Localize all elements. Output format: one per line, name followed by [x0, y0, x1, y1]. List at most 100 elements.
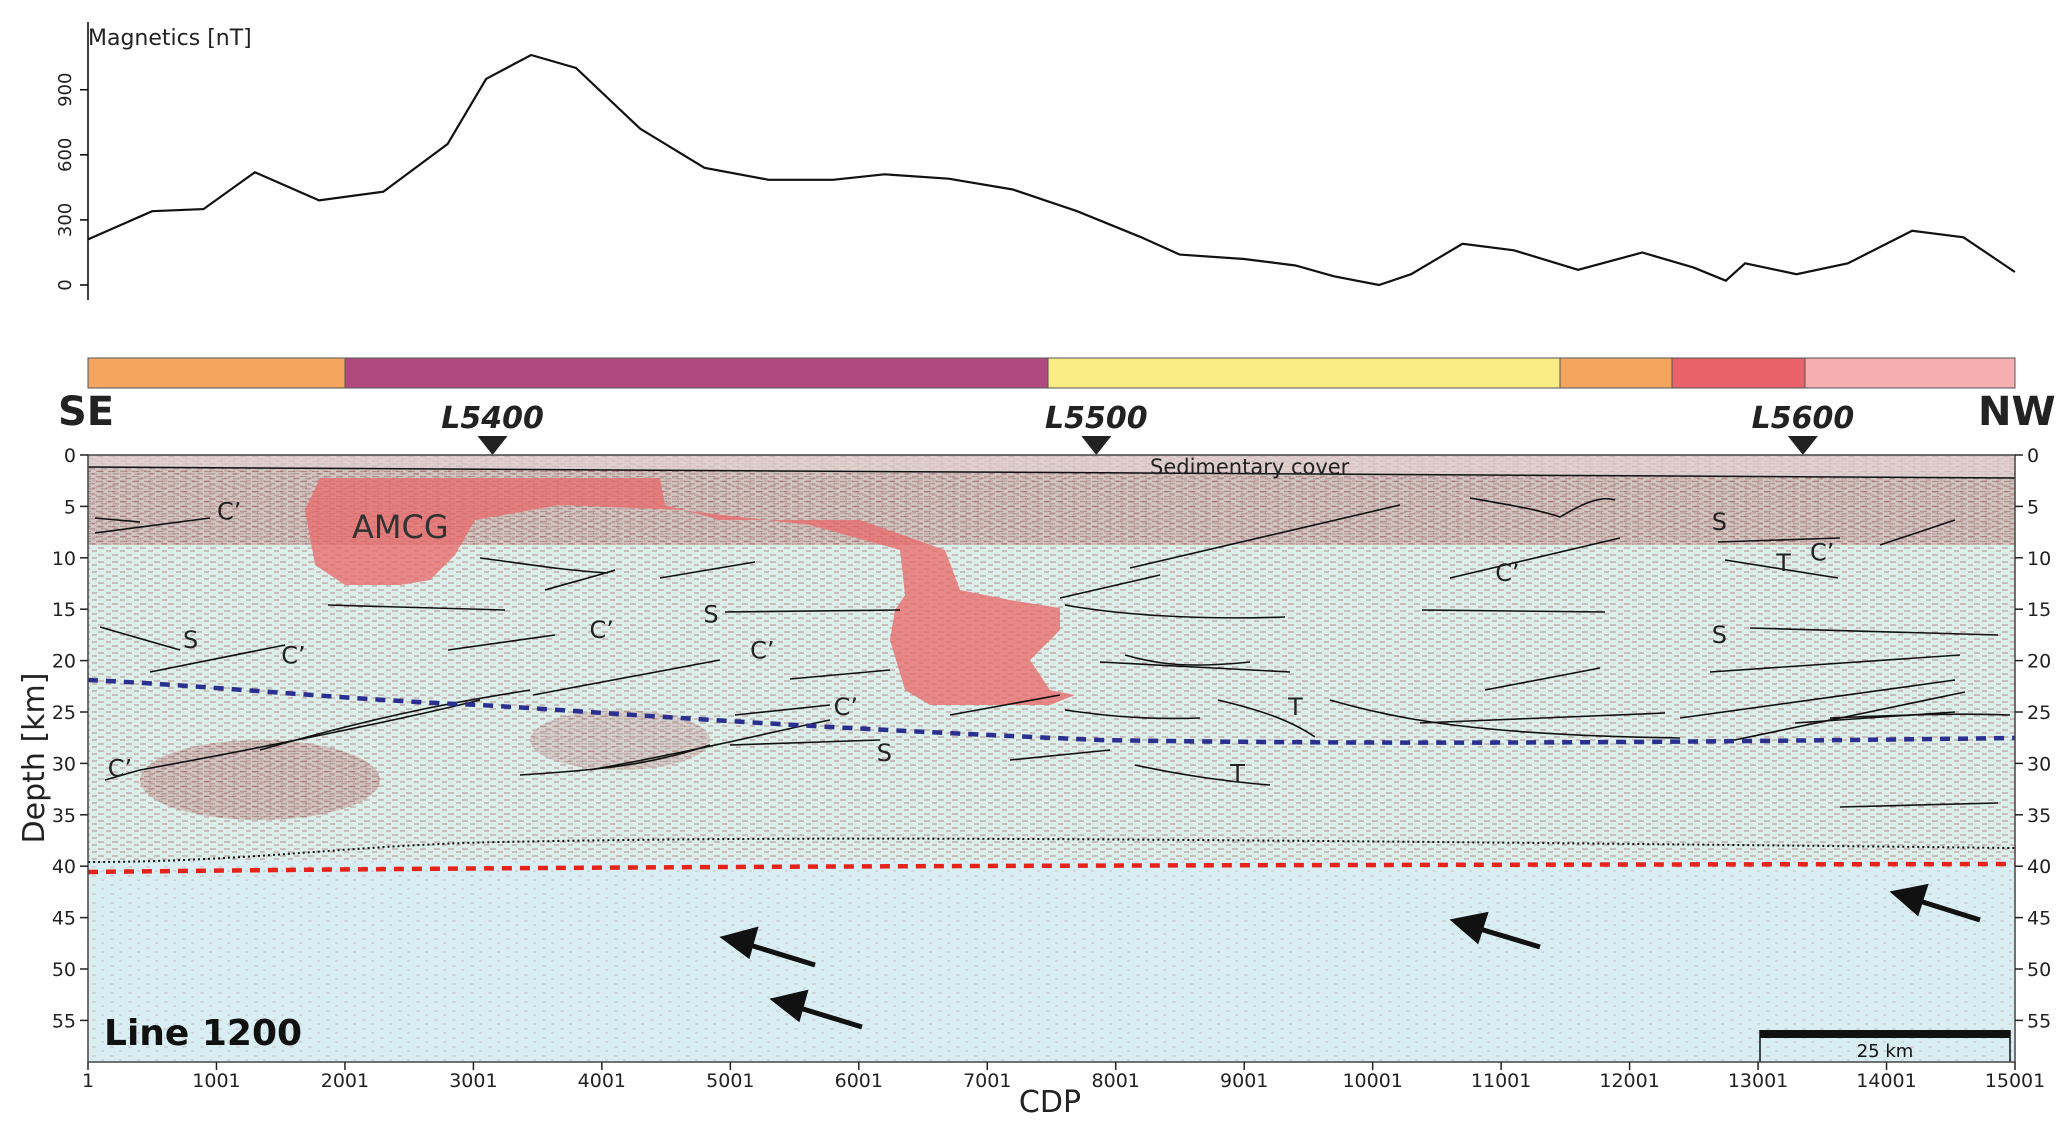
reflector-annotation: C’ [750, 636, 774, 664]
scale-bar [1760, 1030, 2010, 1038]
geologic-units-bar [87, 357, 2016, 389]
nw-direction-label: NW [1978, 389, 2056, 435]
cdp-tick-label: 14001 [1856, 1070, 1916, 1092]
seismic-section: Sedimentary cover AMCG [87, 454, 2016, 1063]
cdp-tick-label: 11001 [1471, 1070, 1531, 1092]
geologic-unit-segment [1804, 357, 2016, 389]
geologic-unit-segment [1671, 357, 1806, 389]
line-marker-triangle [1787, 436, 1818, 455]
cdp-tick-label: 8001 [1092, 1070, 1140, 1092]
blue-dashed-interface [87, 677, 2016, 745]
depth-tick-label: 35 [52, 805, 76, 827]
magnetics-profile-line [87, 53, 2016, 287]
depth-tick-label: 30 [52, 753, 76, 775]
depth-tick-label: 50 [2027, 959, 2051, 981]
cdp-tick-label: 9001 [1220, 1070, 1268, 1092]
reflector-annotation: C’ [108, 755, 132, 783]
line-marker-triangle [477, 436, 508, 455]
depth-axis-right: 0 5 10 15 20 25 30 35 40 45 50 55 [2015, 445, 2051, 1032]
reflector-annotation: S [183, 626, 198, 654]
scale-bar-label: 25 km [1857, 1041, 1914, 1062]
cdp-tick-label: 1001 [192, 1070, 240, 1092]
line-label: Line 1200 [104, 1013, 302, 1054]
reflector-annotation: C’ [281, 641, 305, 669]
line-marker-triangle [1081, 436, 1112, 455]
mantle-zone [88, 860, 2015, 1062]
magnetics-tick-label: 600 [55, 138, 76, 172]
reflector-annotation: S [703, 600, 718, 628]
dotted-moho-line [87, 837, 2016, 863]
sedimentary-cover [88, 455, 2015, 478]
reflector-annotation: S [877, 739, 892, 767]
amcg-label: AMCG [352, 508, 449, 546]
reflector-annotation: T [1229, 760, 1245, 788]
geologic-unit-segment [344, 357, 1049, 389]
depth-tick-label: 30 [2027, 753, 2051, 775]
section-frame [87, 454, 2016, 1063]
depth-tick-label: 5 [64, 496, 76, 518]
lower-crust-reflective-patch [140, 740, 380, 820]
depth-tick-label: 35 [2027, 805, 2051, 827]
cdp-tick-label: 7001 [963, 1070, 1011, 1092]
depth-tick-label: 20 [2027, 651, 2051, 673]
depth-tick-label: 20 [52, 651, 76, 673]
magnetics-y-ticks: 0 300 600 900 [55, 73, 88, 291]
reflector-annotation: C’ [1495, 559, 1519, 587]
geologic-unit-segment [1047, 357, 1561, 389]
line-marker-label: L5500 [1045, 401, 1148, 436]
depth-tick-label: 40 [2027, 856, 2051, 878]
sedimentary-cover-label: Sedimentary cover [1150, 455, 1350, 479]
line-marker-label: L5600 [1752, 401, 1855, 436]
magnetics-y-label: Magnetics [nT] [88, 26, 252, 51]
cdp-tick-label: 5001 [706, 1070, 754, 1092]
magnetics-tick-label: 0 [55, 279, 76, 290]
line-intersection-markers: L5400 L5500 L5600 [441, 401, 1854, 455]
reflector-annotation: T [1775, 549, 1791, 577]
depth-tick-label: 5 [2027, 496, 2039, 518]
magnetics-tick-label: 900 [55, 73, 76, 107]
cdp-tick-label: 2001 [321, 1070, 369, 1092]
cdp-tick-label: 12001 [1599, 1070, 1659, 1092]
depth-tick-label: 45 [52, 908, 76, 930]
reflector-annotation: T [1287, 693, 1303, 721]
reflector-annotation: C’ [834, 693, 858, 721]
reflector-annotation: S [1712, 508, 1727, 536]
depth-tick-label: 40 [52, 856, 76, 878]
reflector-annotation: C’ [1810, 539, 1834, 567]
cdp-tick-label: 15001 [1985, 1070, 2045, 1092]
cdp-tick-label: 6001 [835, 1070, 883, 1092]
cdp-tick-label: 13001 [1728, 1070, 1788, 1092]
depth-tick-label: 25 [2027, 702, 2051, 724]
depth-tick-label: 0 [2027, 445, 2039, 467]
depth-tick-label: 50 [52, 959, 76, 981]
reflector-annotations: C’ S C’ C’ C’ S C’ S C’ T T C’ S T C’ S [108, 498, 1835, 788]
depth-tick-label: 55 [2027, 1010, 2051, 1032]
depth-tick-label: 15 [52, 599, 76, 621]
cdp-tick-label: 4001 [578, 1070, 626, 1092]
red-dashed-interface [87, 861, 2016, 875]
reflector-annotation: C’ [217, 498, 241, 526]
depth-tick-label: 15 [2027, 599, 2051, 621]
magnetics-panel: Magnetics [nT] 0 300 600 900 [55, 22, 2016, 300]
depth-tick-label: 55 [52, 1010, 76, 1032]
se-direction-label: SE [58, 389, 114, 435]
depth-axis-left: 0 5 10 15 20 25 30 35 40 45 50 55 [52, 445, 88, 1032]
depth-tick-label: 10 [2027, 548, 2051, 570]
magnetics-tick-label: 300 [55, 203, 76, 237]
cdp-tick-label: 3001 [449, 1070, 497, 1092]
cdp-tick-label: 1 [82, 1070, 94, 1092]
interpreted-reflectors [94, 497, 2011, 808]
cdp-tick-label: 10001 [1342, 1070, 1402, 1092]
line-marker-label: L5400 [441, 401, 544, 436]
depth-axis-label: Depth [km] [17, 673, 52, 844]
cdp-axis-label: CDP [1019, 1085, 1081, 1120]
depth-tick-label: 0 [64, 445, 76, 467]
reflection-arrows [719, 883, 1981, 1030]
depth-tick-label: 25 [52, 702, 76, 724]
geologic-unit-segment [87, 357, 346, 389]
amcg-body [305, 478, 1075, 705]
depth-tick-label: 10 [52, 548, 76, 570]
reflector-annotation: C’ [590, 616, 614, 644]
geologic-unit-segment [1559, 357, 1673, 389]
